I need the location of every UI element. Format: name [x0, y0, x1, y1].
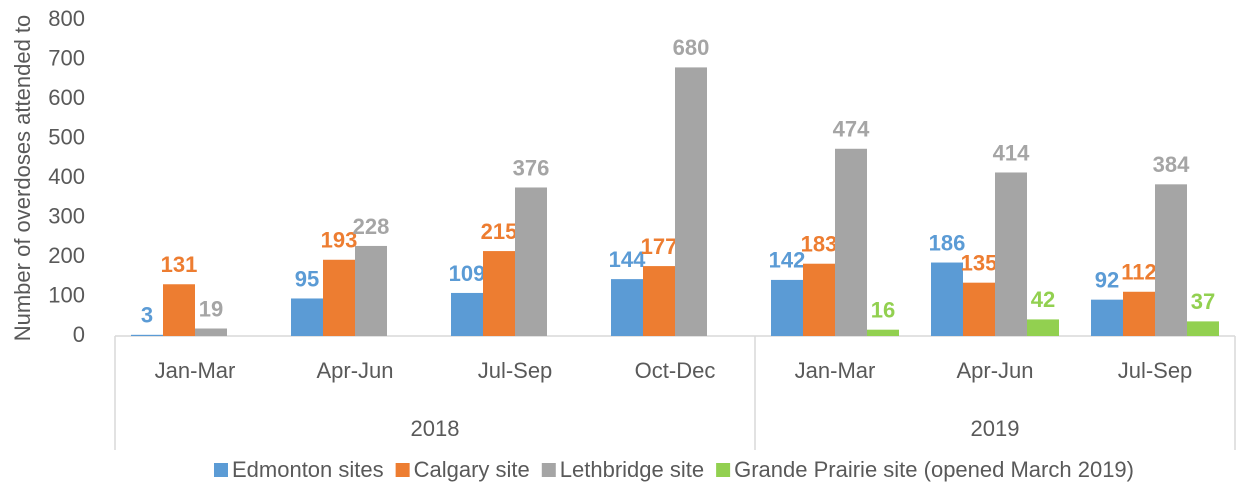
legend-label: Edmonton sites	[232, 457, 384, 482]
bar	[1155, 184, 1187, 336]
y-tick-label: 200	[48, 243, 85, 268]
data-label: 144	[609, 247, 646, 272]
group-label: 2019	[971, 416, 1020, 441]
bar	[1027, 319, 1059, 336]
data-label: 16	[871, 297, 895, 322]
legend-swatch	[716, 463, 731, 477]
x-tick-label: Jul-Sep	[1118, 358, 1193, 383]
y-tick-label: 100	[48, 282, 85, 307]
bar	[1091, 299, 1123, 336]
data-label: 112	[1121, 260, 1157, 285]
bar	[1123, 291, 1155, 336]
bar	[867, 329, 899, 336]
data-label: 37	[1191, 289, 1215, 314]
bar	[675, 67, 707, 337]
data-label: 376	[513, 155, 550, 180]
data-label: 474	[833, 117, 870, 142]
legend-label: Calgary site	[414, 457, 530, 482]
bar	[611, 279, 643, 336]
legend-swatch	[213, 463, 228, 477]
data-label: 177	[641, 234, 678, 259]
legend-label: Lethbridge site	[560, 457, 704, 482]
bar	[643, 266, 675, 336]
data-label: 142	[769, 248, 806, 273]
y-tick-label: 700	[48, 45, 85, 70]
data-label: 131	[161, 252, 198, 277]
bar	[515, 187, 547, 336]
data-label: 186	[929, 230, 966, 255]
bar	[451, 292, 483, 336]
data-label: 193	[321, 228, 358, 253]
data-label: 19	[199, 296, 223, 321]
data-label: 384	[1153, 152, 1190, 177]
data-label: 680	[673, 35, 710, 60]
bar	[963, 282, 995, 336]
bar	[323, 259, 355, 336]
group-label: 2018	[411, 416, 460, 441]
y-tick-label: 800	[48, 6, 85, 31]
y-tick-label: 0	[73, 322, 85, 347]
data-label: 215	[481, 219, 518, 244]
data-label: 414	[993, 140, 1030, 165]
data-label: 183	[801, 232, 838, 257]
bar	[195, 328, 227, 336]
y-tick-label: 500	[48, 124, 85, 149]
data-label: 3	[141, 303, 153, 328]
data-label: 95	[295, 266, 319, 291]
data-label: 92	[1095, 267, 1119, 292]
legend-swatch	[541, 463, 556, 477]
bar	[771, 279, 803, 336]
x-tick-label: Jul-Sep	[478, 358, 553, 383]
data-label: 42	[1031, 287, 1055, 312]
bar	[803, 263, 835, 336]
bar	[835, 148, 867, 336]
x-tick-label: Jan-Mar	[795, 358, 876, 383]
data-label: 109	[449, 261, 486, 286]
legend-label: Grande Prairie site (opened March 2019)	[734, 457, 1134, 482]
x-tick-label: Jan-Mar	[155, 358, 236, 383]
y-tick-label: 300	[48, 203, 85, 228]
legend-swatch	[395, 463, 410, 477]
bar	[163, 284, 195, 336]
bar	[131, 334, 163, 336]
bar	[291, 298, 323, 336]
y-axis-label: Number of overdoses attended to	[10, 15, 35, 342]
bar	[995, 172, 1027, 336]
data-label: 135	[961, 250, 998, 275]
x-tick-label: Oct-Dec	[635, 358, 716, 383]
x-tick-label: Apr-Jun	[316, 358, 393, 383]
x-tick-label: Apr-Jun	[956, 358, 1033, 383]
y-tick-label: 600	[48, 85, 85, 110]
data-label: 228	[353, 214, 390, 239]
bar	[355, 245, 387, 336]
bar	[1187, 321, 1219, 336]
bar	[483, 251, 515, 336]
y-tick-label: 400	[48, 164, 85, 189]
bar	[931, 262, 963, 336]
